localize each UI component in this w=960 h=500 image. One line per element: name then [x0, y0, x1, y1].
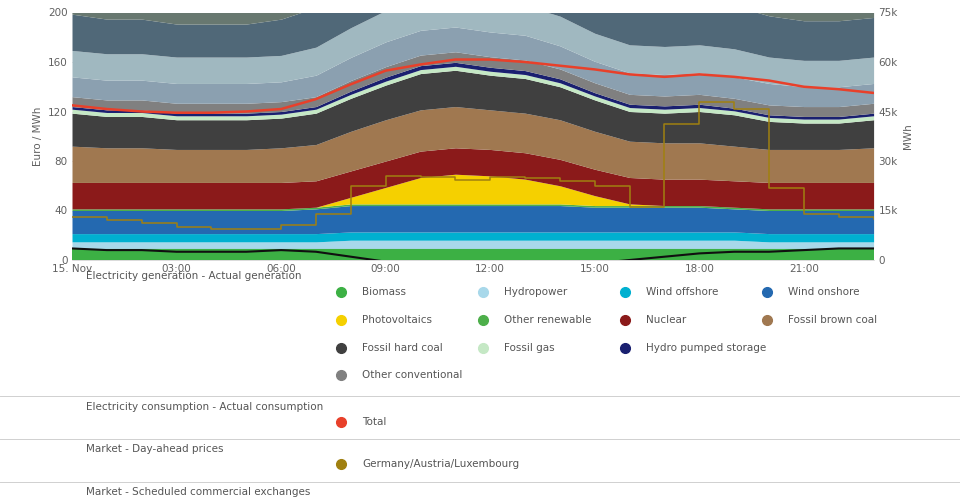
Text: Total: Total [362, 417, 386, 427]
Y-axis label: Euro / MWh: Euro / MWh [33, 106, 42, 166]
Text: Wind offshore: Wind offshore [646, 288, 718, 298]
Text: Fossil brown coal: Fossil brown coal [788, 315, 877, 325]
Text: Germany/Austria/Luxembourg: Germany/Austria/Luxembourg [362, 459, 519, 469]
Text: Electricity generation - Actual generation: Electricity generation - Actual generati… [86, 271, 301, 281]
Text: Nuclear: Nuclear [646, 315, 686, 325]
Text: Photovoltaics: Photovoltaics [362, 315, 432, 325]
Text: Hydro pumped storage: Hydro pumped storage [646, 342, 766, 352]
Text: Other renewable: Other renewable [504, 315, 591, 325]
Text: Wind onshore: Wind onshore [788, 288, 859, 298]
Text: Electricity consumption - Actual consumption: Electricity consumption - Actual consump… [86, 402, 324, 411]
Text: Other conventional: Other conventional [362, 370, 463, 380]
Text: Biomass: Biomass [362, 288, 406, 298]
Y-axis label: MWh: MWh [903, 124, 913, 149]
Text: Hydropower: Hydropower [504, 288, 567, 298]
Text: Market - Day-ahead prices: Market - Day-ahead prices [86, 444, 224, 454]
Text: Fossil gas: Fossil gas [504, 342, 555, 352]
Text: Market - Scheduled commercial exchanges: Market - Scheduled commercial exchanges [86, 487, 311, 497]
Text: Fossil hard coal: Fossil hard coal [362, 342, 443, 352]
